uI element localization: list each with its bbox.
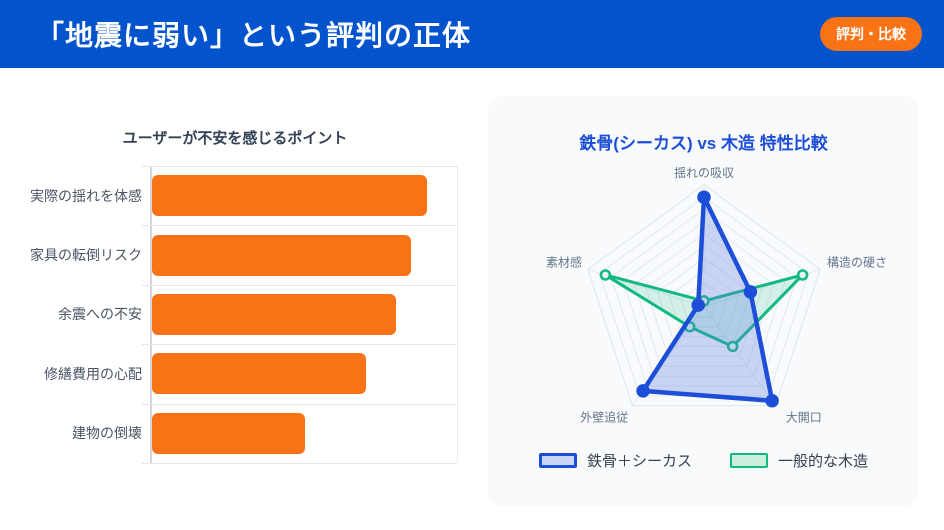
radar-axis-label: 大開口 (786, 411, 822, 425)
bar (152, 294, 396, 335)
header-bar: 「地震に弱い」という評判の正体 評判・比較 (0, 0, 944, 68)
radar-data-point (697, 190, 711, 204)
radar-data-point (599, 269, 612, 281)
radar-web-ring (622, 220, 786, 377)
bar-category-label: 修繕費用の心配 (44, 365, 142, 382)
legend-label: 一般的な木造 (778, 453, 869, 470)
radar-data-point (765, 394, 779, 408)
bar (152, 175, 427, 217)
bar-category-label: 建物の倒壊 (72, 425, 142, 442)
gridline (142, 166, 457, 167)
gridline (142, 403, 457, 405)
radar-chart-title: 鉄骨(シーカス) vs 木造 特性比較 (579, 134, 828, 153)
legend-item[interactable]: 鉄骨＋シーカス (538, 450, 692, 471)
radar-axis-label: 揺れの吸収 (674, 166, 734, 180)
radar-web-ring (610, 208, 798, 387)
bar (152, 353, 366, 395)
bar-chart-plot-area (142, 166, 458, 464)
legend-label: 鉄骨＋シーカス (586, 453, 692, 470)
radar-web-ring (645, 245, 763, 357)
radar-data-point (796, 269, 809, 281)
radar-data-point (636, 384, 650, 398)
legend-swatch (538, 453, 577, 468)
radar-web-ring (633, 233, 775, 367)
gridline (142, 463, 457, 464)
radar-web-ring (587, 184, 821, 407)
gridline (142, 344, 457, 346)
bar (152, 234, 412, 276)
radar-data-point (691, 298, 705, 312)
radar-axis-label: 外壁追従 (580, 410, 628, 425)
radar-data-point (743, 285, 758, 299)
category-badge: 評判・比較 (820, 17, 922, 51)
bar-chart-title: ユーザーが不安を感じるポイント (122, 130, 348, 147)
bar-chart-category-labels: 実際の揺れを体感 家具の転倒リスク余震への不安修繕費用の心配建物の倒壊 (18, 166, 142, 463)
radar-spoke (703, 306, 777, 406)
bar-category-label: 実際の揺れを体感 (30, 187, 142, 204)
radar-axis-label: 素材感 (546, 254, 582, 269)
bar-category-label: 余震への不安 (58, 306, 142, 323)
radar-legend: 鉄骨＋シーカス 一般的な木造 (488, 450, 919, 471)
radar-series-polygon (640, 194, 775, 404)
bar (152, 412, 305, 454)
gridline (142, 225, 457, 227)
radar-data-point (726, 340, 739, 353)
page-title: 「地震に弱い」という評判の正体 (36, 20, 472, 51)
radar-axis-label: 構造の硬さ (827, 255, 887, 269)
radar-web-ring (668, 269, 740, 338)
radar-card: 鉄骨(シーカス) vs 木造 特性比較 揺れの吸収構造の硬さ大開口 外壁追従 素材感… (488, 96, 919, 506)
legend-swatch (730, 453, 768, 468)
radar-web-ring (657, 257, 751, 347)
legend-item[interactable]: 一般的な木造 (730, 450, 868, 471)
gridline (142, 284, 457, 286)
bar-category-label: 家具の転倒リスク (30, 247, 142, 264)
